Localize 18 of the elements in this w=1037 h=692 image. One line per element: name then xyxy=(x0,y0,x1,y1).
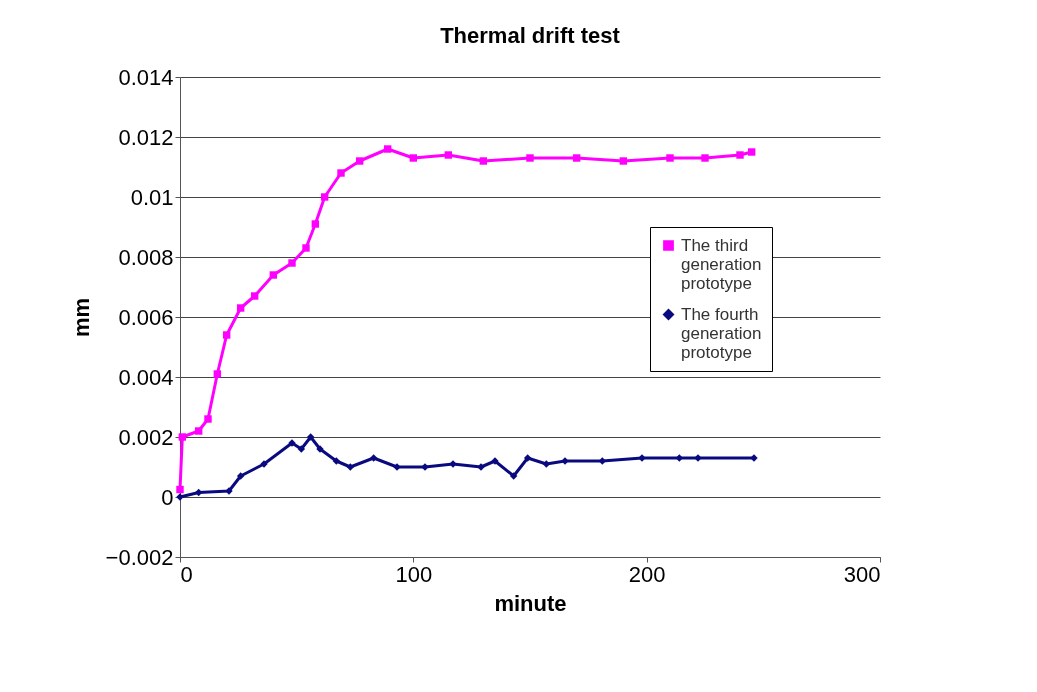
legend-label: The third generation prototype xyxy=(681,235,762,293)
x-tick-label: 300 xyxy=(843,561,881,587)
y-axis-title: mm xyxy=(68,297,94,338)
chart-title: Thermal drift test xyxy=(440,23,621,48)
y-tick-label: −0.002 xyxy=(105,544,174,570)
x-axis-title: minute xyxy=(494,590,567,616)
y-tick-label: 0.004 xyxy=(118,364,174,390)
x-tick-label: 200 xyxy=(628,561,666,587)
y-tick-label: 0.01 xyxy=(130,184,174,210)
y-tick-label: 0 xyxy=(161,484,174,510)
y-tick-label: 0.002 xyxy=(118,424,174,450)
y-tick-label: 0.012 xyxy=(118,124,174,150)
legend-label: The fourth generation prototype xyxy=(681,304,762,362)
y-tick-label: 0.014 xyxy=(118,64,174,90)
x-tick-label: 0 xyxy=(180,561,193,587)
x-tick-label: 100 xyxy=(395,561,433,587)
y-tick-label: 0.006 xyxy=(118,304,174,330)
y-tick-label: 0.008 xyxy=(118,244,174,270)
